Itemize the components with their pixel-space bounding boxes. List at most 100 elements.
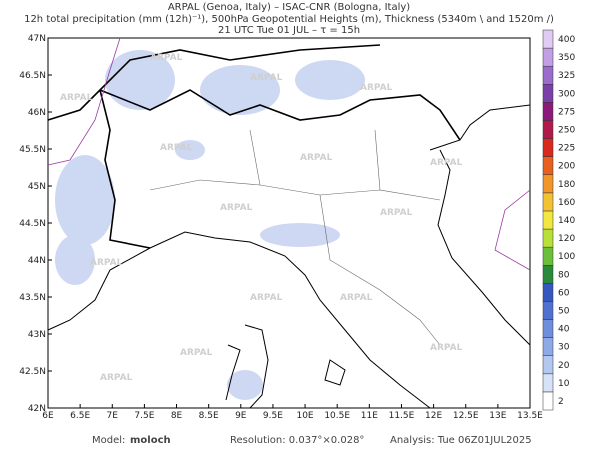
coastlines <box>47 104 531 409</box>
y-tick-label: 43.5N <box>19 293 46 303</box>
y-tick-label: 42N <box>28 404 46 414</box>
colorbar-label: 2 <box>558 397 564 407</box>
colorbar-label: 325 <box>558 71 575 81</box>
x-tick-label: 7.5E <box>134 411 154 421</box>
colorbar-swatch <box>542 156 554 176</box>
y-tick-label: 45N <box>28 182 46 192</box>
colorbar-label: 275 <box>558 107 575 117</box>
colorbar-swatch <box>542 337 554 356</box>
colorbar-label: 20 <box>558 361 570 371</box>
colorbar-swatch <box>542 283 554 302</box>
y-tick-label: 44.5N <box>19 219 46 229</box>
x-tick-label: 12E <box>425 411 442 421</box>
header-line: 21 UTC Tue 01 JUL – τ = 15h <box>218 25 360 36</box>
x-tick-label: 11E <box>361 411 378 421</box>
watermark: ARPAL <box>430 158 463 168</box>
x-tick-label: 10.5E <box>324 411 350 421</box>
x-tick-label: 9E <box>235 411 247 421</box>
footer-model: moloch <box>130 435 171 446</box>
watermark: ARPAL <box>250 293 283 303</box>
colorbar-label: 160 <box>558 198 575 208</box>
colorbar-label: 400 <box>558 35 575 45</box>
colorbar-label: 140 <box>558 216 575 226</box>
watermark: ARPAL <box>380 208 413 218</box>
header-line: 12h total precipitation (mm (12h)⁻¹), 50… <box>24 14 554 25</box>
colorbar-label: 50 <box>558 306 570 316</box>
x-tick-label: 13E <box>489 411 506 421</box>
watermark: ARPAL <box>160 143 193 153</box>
x-tick-label: 12.5E <box>453 411 479 421</box>
colorbar-label: 200 <box>558 162 575 172</box>
colorbar-swatch <box>542 174 554 194</box>
x-tick-label: 9.5E <box>263 411 283 421</box>
colorbar-label: 120 <box>558 234 575 244</box>
watermark: ARPAL <box>340 293 373 303</box>
watermark: ARPAL <box>150 53 183 63</box>
y-tick-label: 46.5N <box>19 71 46 81</box>
colorbar-label: 100 <box>558 252 575 262</box>
y-tick-label: 47N <box>28 34 46 44</box>
colorbar-swatch <box>542 319 554 338</box>
colorbar-swatch <box>542 84 554 103</box>
colorbar-label: 80 <box>558 270 570 280</box>
colorbar-swatch <box>542 355 554 375</box>
y-tick-label: 46N <box>28 108 46 118</box>
footer-resolution: Resolution: 0.037°×0.028° <box>230 435 364 446</box>
footer-label: Model: <box>92 435 125 446</box>
footer-analysis: Analysis: Tue 06Z01JUL2025 <box>390 435 532 446</box>
colorbar-label: 40 <box>558 325 570 335</box>
precip-areas <box>55 50 365 400</box>
x-tick-label: 6.5E <box>70 411 90 421</box>
borders <box>47 44 461 249</box>
colorbar-swatch <box>542 391 554 411</box>
colorbar-swatch <box>542 192 554 212</box>
x-tick-label: 11.5E <box>389 411 415 421</box>
y-tick-label: 43N <box>28 330 46 340</box>
x-tick-label: 8.5E <box>199 411 219 421</box>
colorbar-label: 10 <box>558 379 570 389</box>
x-tick-label: 7E <box>107 411 119 421</box>
y-tick-label: 45.5N <box>19 145 46 155</box>
colorbar: 2 10 20 30 40 50 60 80 100 120 140 160 180 200 225 250 2… <box>542 29 575 411</box>
colorbar-label: 60 <box>558 288 570 298</box>
colorbar-label: 300 <box>558 89 575 99</box>
colorbar-swatch <box>542 120 554 139</box>
colorbar-swatch <box>542 228 554 248</box>
colorbar-swatch <box>542 373 554 393</box>
watermark: ARPAL <box>300 153 333 163</box>
colorbar-label: 350 <box>558 53 575 63</box>
watermark: ARPAL <box>180 348 213 358</box>
colorbar-swatch <box>542 264 554 284</box>
watermark: ARPAL <box>360 83 393 93</box>
regions <box>149 129 441 346</box>
colorbar-swatch <box>542 210 554 230</box>
watermark: ARPAL <box>60 93 93 103</box>
map-area <box>47 37 531 409</box>
colorbar-label: 180 <box>558 180 575 190</box>
x-tick-label: 13.5E <box>517 411 543 421</box>
watermark: ARPAL <box>220 203 253 213</box>
watermark: ARPAL <box>100 373 133 383</box>
x-tick-label: 8E <box>171 411 183 421</box>
colorbar-label: 250 <box>558 126 575 136</box>
geopotential-contours <box>47 37 531 271</box>
colorbar-swatch <box>542 65 554 85</box>
x-tick-label: 6E <box>42 411 54 421</box>
watermark: ARPAL <box>250 73 283 83</box>
watermark: ARPAL <box>90 258 123 268</box>
colorbar-swatch <box>542 246 554 266</box>
colorbar-swatch <box>542 102 554 121</box>
colorbar-swatch <box>542 301 554 320</box>
header-line: ARPAL (Genoa, Italy) – ISAC-CNR (Bologna… <box>168 2 410 13</box>
colorbar-swatch <box>542 138 554 157</box>
y-tick-label: 42.5N <box>19 367 46 377</box>
colorbar-swatch <box>542 29 554 49</box>
watermark: ARPAL <box>430 343 463 353</box>
y-tick-label: 44N <box>28 256 46 266</box>
footer: Model: moloch Resolution: 0.037°×0.028° … <box>92 435 532 446</box>
colorbar-swatch <box>542 47 554 67</box>
colorbar-label: 225 <box>558 144 575 154</box>
colorbar-label: 30 <box>558 343 570 353</box>
x-tick-label: 10E <box>296 411 313 421</box>
